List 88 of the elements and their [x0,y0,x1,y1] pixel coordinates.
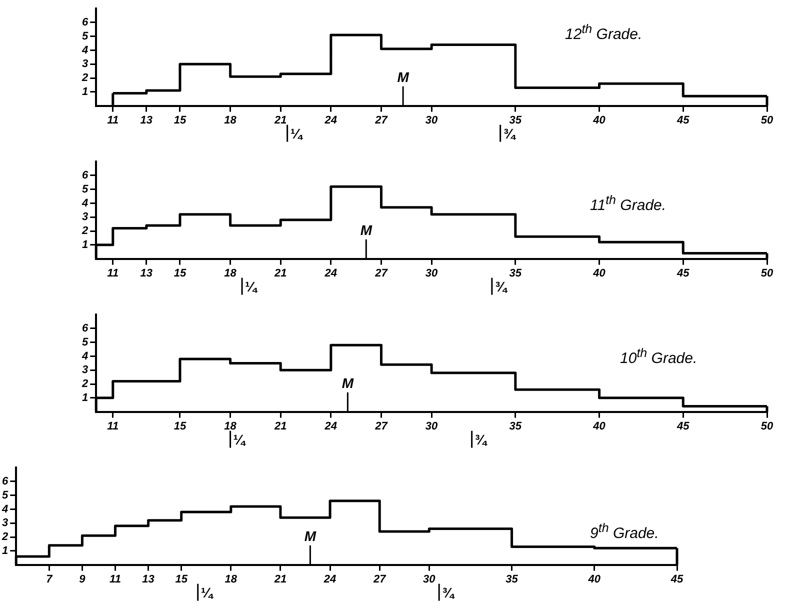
x-tick-label: 40 [587,573,602,586]
y-tick-label: 2 [80,225,88,238]
y-tick-label: 5 [2,489,9,502]
x-tick-label: 7 [46,573,54,586]
ref-line-label: M [342,375,354,392]
ref-line-label: ¾ [494,278,508,295]
x-tick-label: 40 [592,267,606,280]
x-tick-label: 15 [175,573,188,586]
ref-line-label: M [397,69,410,86]
y-tick-label: 2 [80,378,88,390]
y-tick-label: 1 [2,544,8,557]
ref-line-label: ¼ [290,126,304,142]
x-tick-label: 40 [592,420,606,432]
y-tick-label: 5 [82,30,89,42]
y-tick-label: 6 [82,16,89,29]
x-tick-label: 15 [174,114,187,126]
x-tick-label: 50 [760,420,774,432]
ref-line-label: ¼ [233,432,246,448]
x-tick-label: 50 [760,267,774,280]
y-tick-label: 3 [82,58,88,70]
x-tick-label: 11 [107,114,119,126]
x-tick-label: 27 [372,573,387,586]
y-tick-label: 5 [82,336,89,348]
x-tick-label: 13 [140,114,153,126]
x-tick-label: 45 [676,267,690,280]
x-tick-label: 50 [760,114,774,126]
x-tick-label: 11 [107,267,119,280]
y-tick-label: 2 [0,531,8,544]
x-tick-label: 13 [142,573,154,586]
y-tick-label: 2 [80,72,88,84]
ref-line-label: ¾ [503,126,516,142]
text: 9$^{th}$ Grade. [590,521,659,542]
x-tick-label: 30 [425,267,439,280]
x-tick-label: 21 [273,573,287,586]
x-tick-label: 11 [110,573,121,586]
text: 10$^{th}$ Grade. [620,346,698,367]
y-tick-label: 1 [82,392,88,404]
x-tick-label: 18 [224,114,238,126]
x-tick-label: 18 [224,267,238,280]
y-tick-label: 4 [80,350,88,362]
y-tick-label: 3 [2,517,8,530]
x-tick-label: 24 [324,267,338,280]
ref-line-label: ¼ [200,584,214,601]
x-tick-label: 45 [670,573,684,586]
x-tick-label: 24 [324,420,338,432]
y-tick-label: 5 [82,183,89,196]
x-tick-label: 21 [273,114,287,126]
x-tick-label: 21 [273,267,287,280]
ref-line-label: M [360,222,372,238]
ref-line-label: M [304,528,316,544]
y-tick-label: 4 [80,197,88,210]
x-tick-label: 24 [322,573,336,586]
x-tick-label: 18 [224,420,238,432]
x-tick-label: 30 [425,114,439,126]
ref-line-label: ¾ [442,584,456,601]
ref-line-label: ¾ [474,432,488,448]
x-tick-label: 40 [592,114,606,126]
y-tick-label: 4 [80,44,88,56]
x-tick-label: 35 [509,267,522,280]
x-tick-label: 21 [273,420,287,432]
x-tick-label: 35 [506,573,519,586]
x-tick-label: 45 [676,420,690,432]
x-tick-label: 30 [425,420,439,432]
x-tick-label: 18 [224,573,238,586]
x-tick-label: 15 [174,420,187,432]
x-tick-label: 9 [79,573,86,586]
y-tick-label: 3 [82,364,88,376]
y-tick-label: 4 [0,503,8,516]
x-tick-label: 35 [509,114,522,126]
x-tick-label: 13 [140,267,153,280]
y-tick-label: 6 [2,476,9,488]
x-tick-label: 27 [374,114,388,126]
x-tick-label: 24 [324,114,338,126]
ref-line-label: ¼ [245,278,258,295]
y-tick-label: 6 [82,170,89,182]
x-tick-label: 45 [676,114,690,126]
y-tick-label: 6 [82,322,89,335]
x-tick-label: 27 [374,420,388,432]
x-tick-label: 11 [107,420,119,432]
text: 12$^{th}$ Grade. [565,22,642,43]
y-tick-label: 1 [82,86,88,98]
x-tick-label: 35 [509,420,522,432]
y-tick-label: 3 [82,211,88,224]
x-tick-label: 30 [423,573,436,586]
text: 11$^{th}$ Grade. [590,193,666,214]
x-tick-label: 27 [374,267,388,280]
y-tick-label: 1 [82,238,88,251]
x-tick-label: 15 [174,267,187,280]
